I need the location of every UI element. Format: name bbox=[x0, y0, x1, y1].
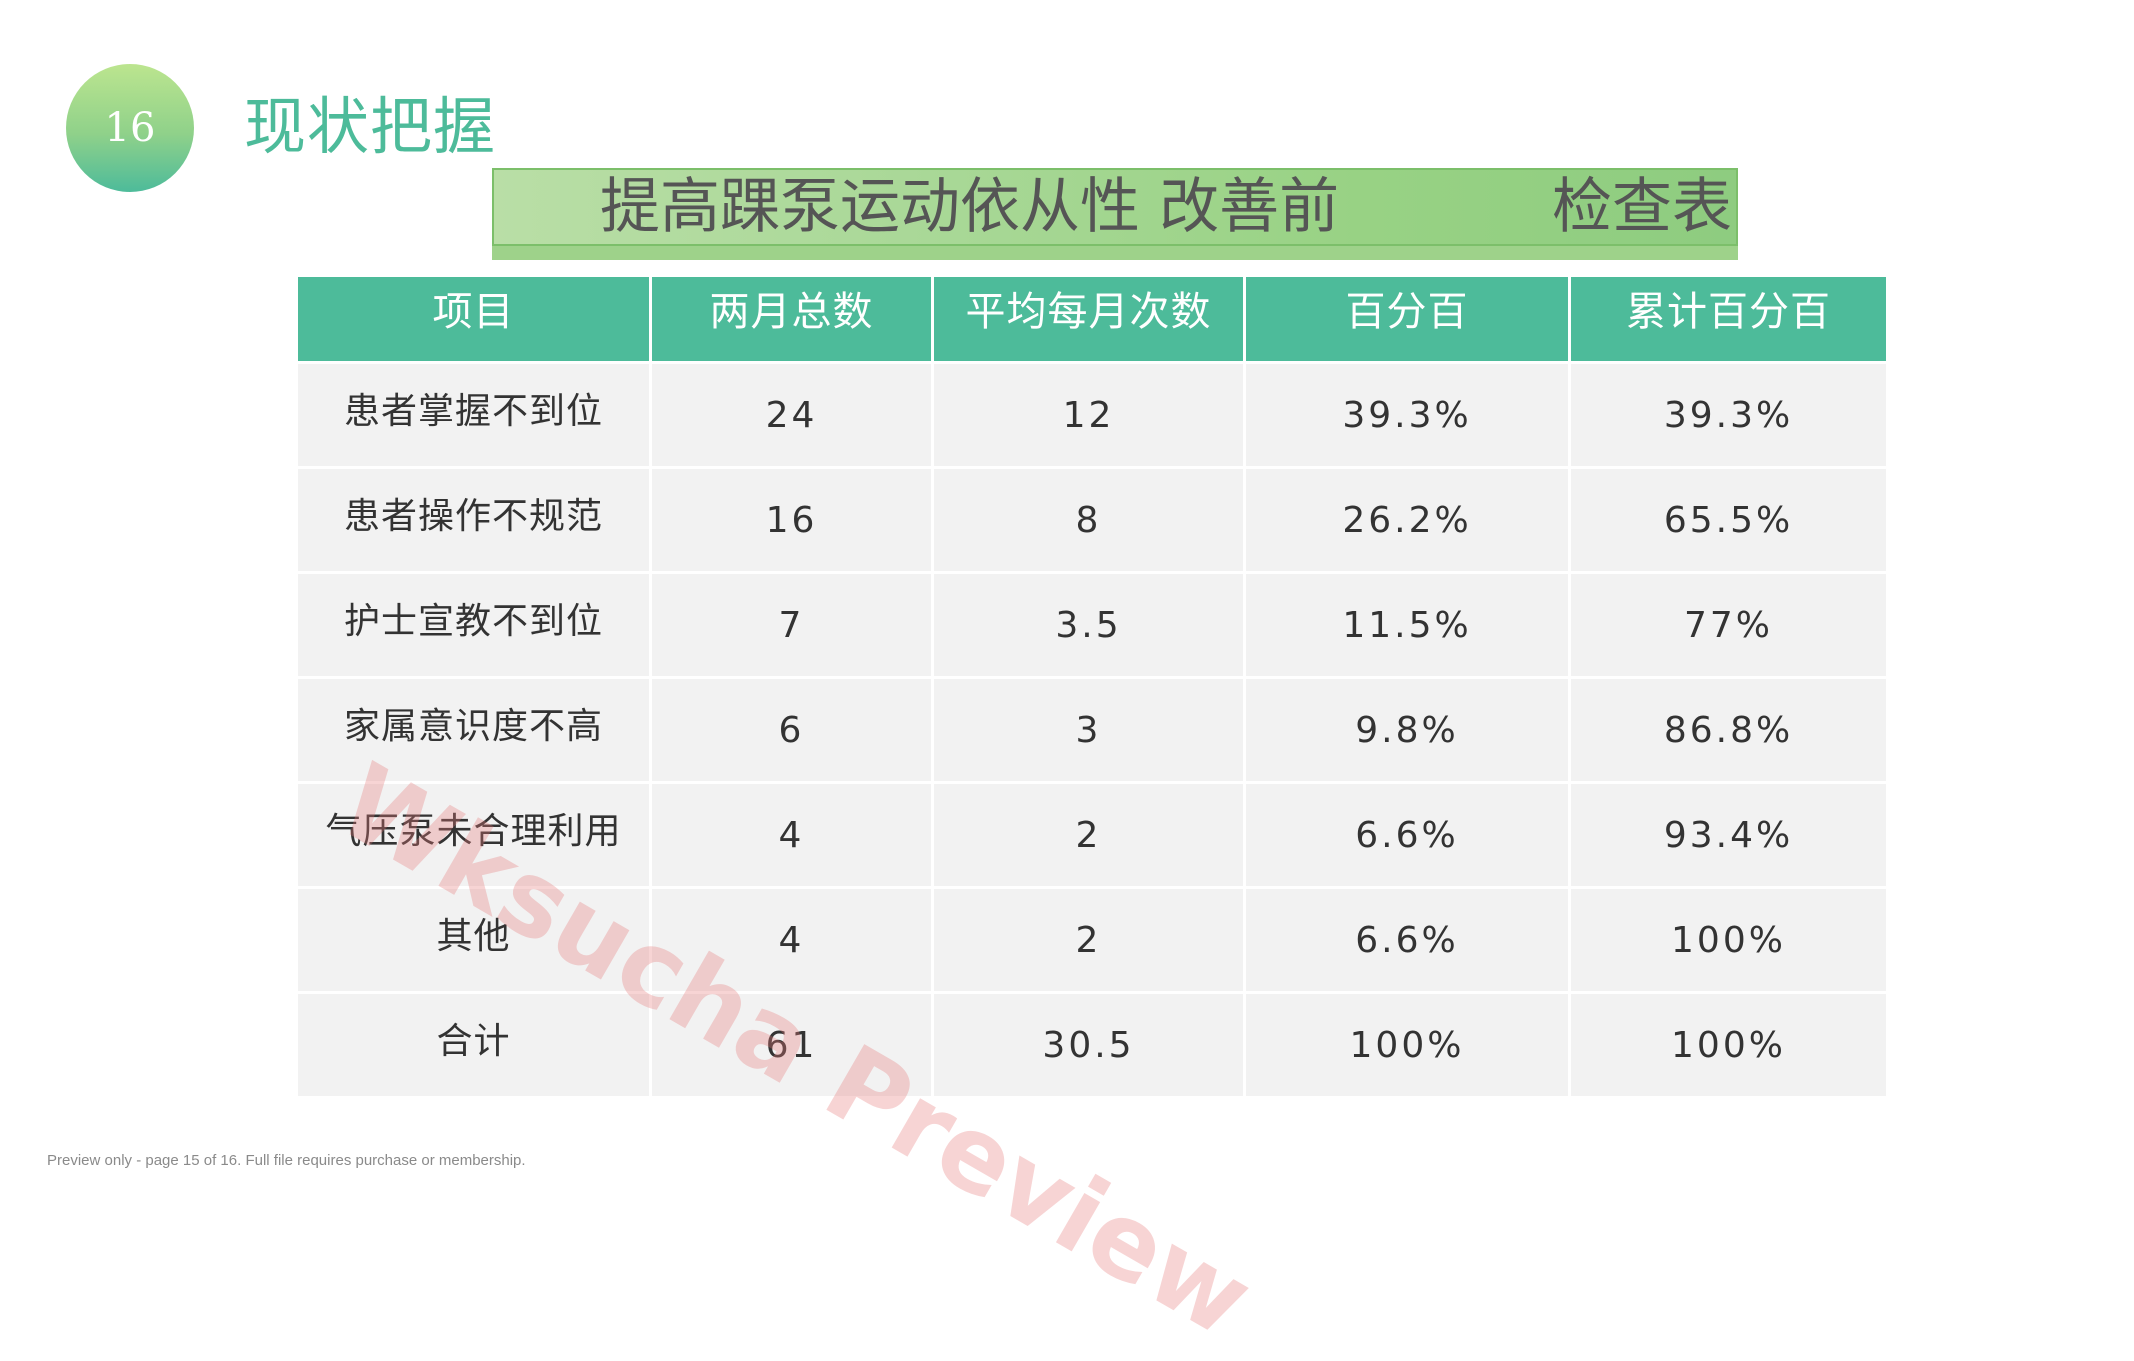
cell-cumulative: 77% bbox=[1571, 574, 1886, 676]
cell-average: 3 bbox=[934, 679, 1243, 781]
cell-total: 6 bbox=[652, 679, 931, 781]
header-cumulative-percentage: 累计百分百 bbox=[1571, 277, 1886, 361]
cell-cumulative: 100% bbox=[1571, 889, 1886, 991]
header-two-month-total: 两月总数 bbox=[652, 277, 931, 361]
cell-item: 患者掌握不到位 bbox=[298, 364, 649, 466]
table-row: 患者操作不规范 16 8 26.2% 65.5% bbox=[298, 469, 1886, 571]
cell-total: 61 bbox=[652, 994, 931, 1096]
table-row: 家属意识度不高 6 3 9.8% 86.8% bbox=[298, 679, 1886, 781]
header-item: 项目 bbox=[298, 277, 649, 361]
cell-total: 24 bbox=[652, 364, 931, 466]
cell-percent: 6.6% bbox=[1246, 889, 1568, 991]
footer-note: Preview only - page 15 of 16. Full file … bbox=[47, 1152, 526, 1169]
header-monthly-average: 平均每月次数 bbox=[934, 277, 1243, 361]
checklist-table: 项目 两月总数 平均每月次数 百分百 累计百分百 患者掌握不到位 24 12 3… bbox=[295, 274, 1889, 1099]
cell-percent: 9.8% bbox=[1246, 679, 1568, 781]
table-total-row: 合计 61 30.5 100% 100% bbox=[298, 994, 1886, 1096]
cell-average: 8 bbox=[934, 469, 1243, 571]
cell-total: 4 bbox=[652, 784, 931, 886]
cell-average: 2 bbox=[934, 784, 1243, 886]
cell-item: 气压泵未合理利用 bbox=[298, 784, 649, 886]
cell-cumulative: 65.5% bbox=[1571, 469, 1886, 571]
banner-title-main: 提高踝泵运动依从性 改善前 bbox=[600, 172, 1340, 242]
section-title: 现状把握 bbox=[244, 90, 497, 163]
cell-average: 3.5 bbox=[934, 574, 1243, 676]
table-header-row: 项目 两月总数 平均每月次数 百分百 累计百分百 bbox=[298, 277, 1886, 361]
table-row: 患者掌握不到位 24 12 39.3% 39.3% bbox=[298, 364, 1886, 466]
cell-total: 7 bbox=[652, 574, 931, 676]
cell-cumulative: 86.8% bbox=[1571, 679, 1886, 781]
cell-item: 合计 bbox=[298, 994, 649, 1096]
cell-total: 16 bbox=[652, 469, 931, 571]
page-number-badge: 16 bbox=[66, 64, 194, 192]
cell-item: 家属意识度不高 bbox=[298, 679, 649, 781]
cell-total: 4 bbox=[652, 889, 931, 991]
cell-percent: 6.6% bbox=[1246, 784, 1568, 886]
cell-average: 30.5 bbox=[934, 994, 1243, 1096]
header-percentage: 百分百 bbox=[1246, 277, 1568, 361]
cell-item: 护士宣教不到位 bbox=[298, 574, 649, 676]
table-row: 其他 4 2 6.6% 100% bbox=[298, 889, 1886, 991]
cell-cumulative: 39.3% bbox=[1571, 364, 1886, 466]
cell-cumulative: 100% bbox=[1571, 994, 1886, 1096]
cell-percent: 39.3% bbox=[1246, 364, 1568, 466]
cell-item: 患者操作不规范 bbox=[298, 469, 649, 571]
page-number: 16 bbox=[104, 105, 156, 151]
title-banner: 提高踝泵运动依从性 改善前 检查表 bbox=[492, 168, 1738, 260]
table-row: 气压泵未合理利用 4 2 6.6% 93.4% bbox=[298, 784, 1886, 886]
banner-underline bbox=[492, 246, 1738, 260]
cell-average: 12 bbox=[934, 364, 1243, 466]
cell-percent: 100% bbox=[1246, 994, 1568, 1096]
cell-average: 2 bbox=[934, 889, 1243, 991]
cell-cumulative: 93.4% bbox=[1571, 784, 1886, 886]
banner-title-tail: 检查表 bbox=[1552, 172, 1732, 242]
cell-percent: 26.2% bbox=[1246, 469, 1568, 571]
cell-percent: 11.5% bbox=[1246, 574, 1568, 676]
cell-item: 其他 bbox=[298, 889, 649, 991]
banner-box: 提高踝泵运动依从性 改善前 检查表 bbox=[492, 168, 1738, 246]
table-row: 护士宣教不到位 7 3.5 11.5% 77% bbox=[298, 574, 1886, 676]
